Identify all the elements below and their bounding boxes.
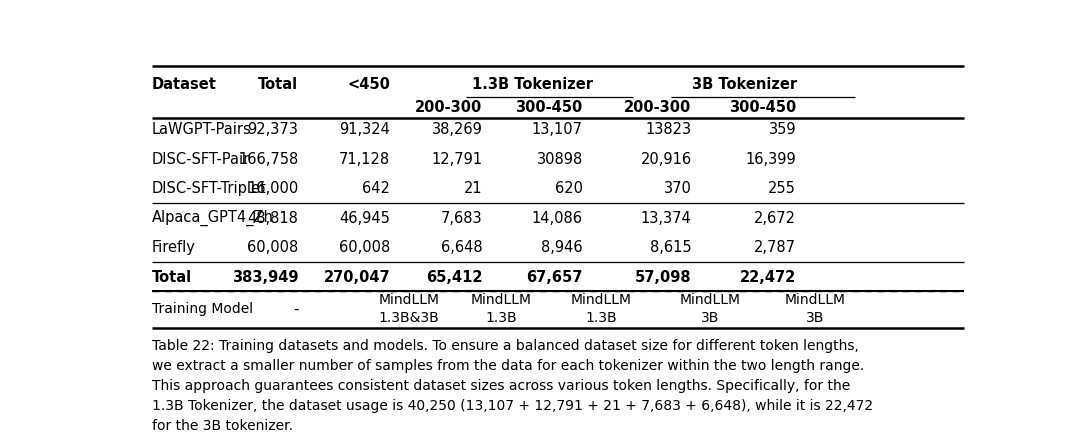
Text: 620: 620 bbox=[555, 181, 583, 196]
Text: 7,683: 7,683 bbox=[441, 211, 483, 226]
Text: 166,758: 166,758 bbox=[238, 152, 298, 167]
Text: Training Model: Training Model bbox=[151, 302, 253, 316]
Text: MindLLM
1.3B&3B: MindLLM 1.3B&3B bbox=[378, 293, 440, 325]
Text: DISC-SFT-Triplet: DISC-SFT-Triplet bbox=[151, 181, 267, 196]
Text: 6,648: 6,648 bbox=[441, 240, 483, 255]
Text: 383,949: 383,949 bbox=[232, 270, 298, 285]
Text: MindLLM
1.3B: MindLLM 1.3B bbox=[570, 293, 632, 325]
Text: 2,787: 2,787 bbox=[754, 240, 796, 255]
Text: Firefly: Firefly bbox=[151, 240, 195, 255]
Text: 200-300: 200-300 bbox=[415, 100, 483, 115]
Text: 91,324: 91,324 bbox=[339, 122, 390, 137]
Text: MindLLM
3B: MindLLM 3B bbox=[679, 293, 741, 325]
Text: 16,000: 16,000 bbox=[247, 181, 298, 196]
Text: 60,008: 60,008 bbox=[339, 240, 390, 255]
Text: 65,412: 65,412 bbox=[426, 270, 483, 285]
Text: 3B Tokenizer: 3B Tokenizer bbox=[692, 77, 797, 92]
Text: 12,791: 12,791 bbox=[431, 152, 483, 167]
Text: 255: 255 bbox=[768, 181, 796, 196]
Text: 2,672: 2,672 bbox=[754, 211, 796, 226]
Text: 13,107: 13,107 bbox=[531, 122, 583, 137]
Text: 359: 359 bbox=[769, 122, 796, 137]
Text: 16,399: 16,399 bbox=[745, 152, 796, 167]
Text: 13823: 13823 bbox=[646, 122, 691, 137]
Text: 200-300: 200-300 bbox=[624, 100, 691, 115]
Text: 270,047: 270,047 bbox=[324, 270, 390, 285]
Text: -: - bbox=[293, 301, 298, 316]
Text: Total: Total bbox=[258, 77, 298, 92]
Text: 8,615: 8,615 bbox=[650, 240, 691, 255]
Text: 642: 642 bbox=[363, 181, 390, 196]
Text: 67,657: 67,657 bbox=[526, 270, 583, 285]
Text: <450: <450 bbox=[348, 77, 390, 92]
Text: 300-450: 300-450 bbox=[515, 100, 583, 115]
Text: 38,269: 38,269 bbox=[432, 122, 483, 137]
Text: 8,946: 8,946 bbox=[541, 240, 583, 255]
Text: 13,374: 13,374 bbox=[640, 211, 691, 226]
Text: 21: 21 bbox=[463, 181, 483, 196]
Text: 300-450: 300-450 bbox=[729, 100, 796, 115]
Text: 370: 370 bbox=[664, 181, 691, 196]
Text: 48,818: 48,818 bbox=[247, 211, 298, 226]
Text: 30898: 30898 bbox=[537, 152, 583, 167]
Text: 57,098: 57,098 bbox=[635, 270, 691, 285]
Text: LaWGPT-Pairs: LaWGPT-Pairs bbox=[151, 122, 252, 137]
Text: MindLLM
3B: MindLLM 3B bbox=[784, 293, 846, 325]
Text: DISC-SFT-Pair: DISC-SFT-Pair bbox=[151, 152, 249, 167]
Text: 46,945: 46,945 bbox=[339, 211, 390, 226]
Text: MindLLM
1.3B: MindLLM 1.3B bbox=[470, 293, 531, 325]
Text: 20,916: 20,916 bbox=[640, 152, 691, 167]
Text: 1.3B Tokenizer: 1.3B Tokenizer bbox=[472, 77, 593, 92]
Text: Total: Total bbox=[151, 270, 192, 285]
Text: 22,472: 22,472 bbox=[740, 270, 796, 285]
Text: 71,128: 71,128 bbox=[339, 152, 390, 167]
Text: Alpaca_GPT4_Zh: Alpaca_GPT4_Zh bbox=[151, 210, 273, 226]
Text: 92,373: 92,373 bbox=[247, 122, 298, 137]
Text: Dataset: Dataset bbox=[151, 77, 217, 92]
Text: 14,086: 14,086 bbox=[531, 211, 583, 226]
Text: 60,008: 60,008 bbox=[247, 240, 298, 255]
Text: Table 22: Training datasets and models. To ensure a balanced dataset size for di: Table 22: Training datasets and models. … bbox=[151, 339, 873, 433]
